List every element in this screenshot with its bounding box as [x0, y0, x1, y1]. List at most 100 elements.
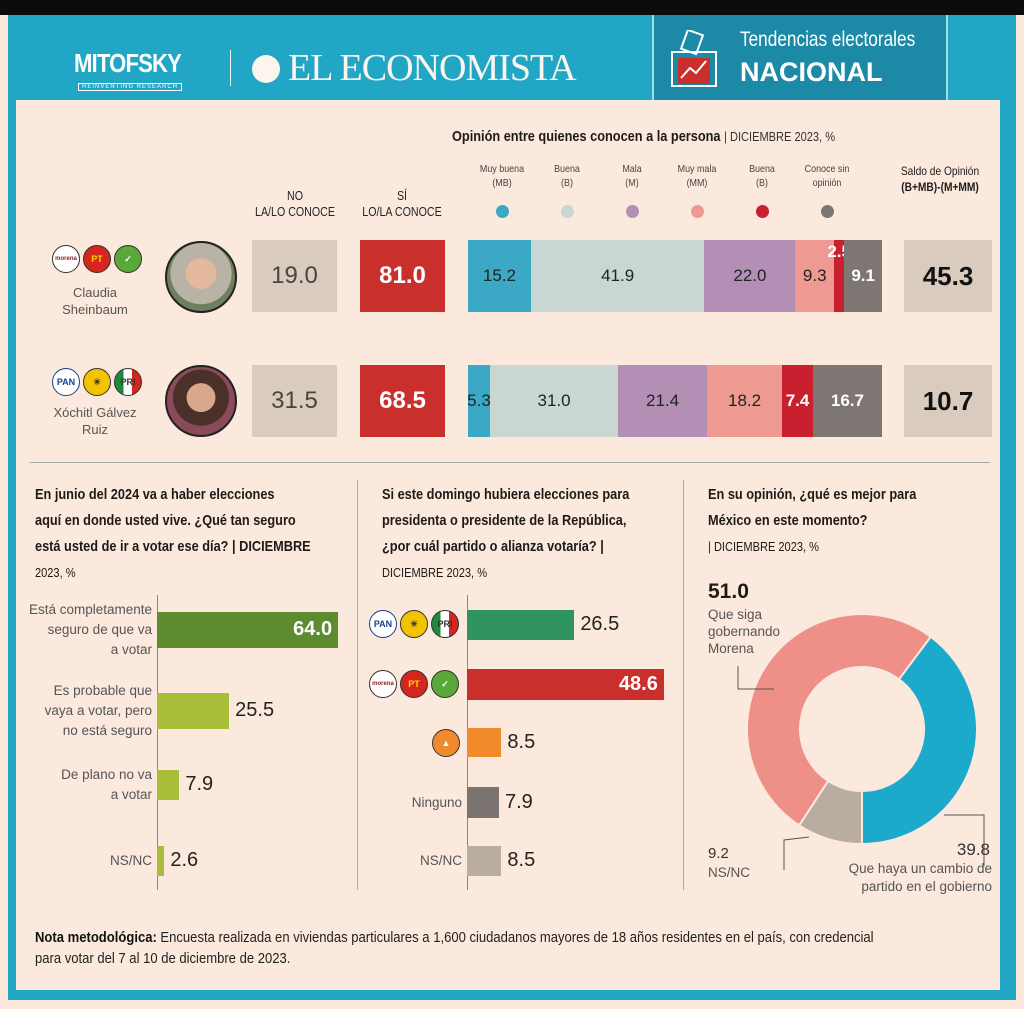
opinion-segment: 7.4: [782, 365, 813, 437]
candidate-photo: [165, 365, 237, 437]
q2-title-line: ¿por cuál partido o alianza votaría? |: [382, 538, 604, 555]
bar-label: Es probable que vaya a votar, pero no está…: [2, 681, 152, 741]
q2-title-line: DICIEMBRE 2023, %: [382, 565, 488, 580]
opinion-segment: 16.7: [812, 365, 882, 437]
ballot-box-icon: [671, 30, 717, 87]
q2-title-line: Si este domingo hubiera elecciones para: [382, 486, 630, 503]
q1-title-line: aquí en donde usted vive. ¿Qué tan segur…: [35, 512, 296, 529]
bar-value: 26.5: [580, 613, 620, 635]
candidate-name-1: Xóchitl Gálvez: [53, 405, 137, 420]
opinion-period: | DICIEMBRE 2023, %: [724, 129, 836, 144]
bar: [467, 610, 575, 640]
q2-title-line: presidenta o presidente de la República,: [382, 512, 627, 529]
legend-dot: [626, 205, 639, 218]
segment-label: 22.0: [733, 266, 767, 285]
col-header-no: NO LA/LO CONOCE: [254, 188, 336, 220]
saldo-header-2: (B+MB)-(M+MM): [901, 180, 979, 194]
party-logo-morena: morena: [369, 670, 397, 698]
segment-label: 7.4: [785, 391, 810, 410]
bar-value: 8.5: [507, 730, 536, 753]
bar-label-line: NS/NC: [109, 853, 152, 868]
bar-label-line: a votar: [110, 642, 152, 657]
party-logo-prd: ☀: [400, 610, 428, 638]
segment-label: 15.2: [482, 266, 516, 285]
opinion-segment: 15.2: [468, 240, 531, 312]
opinion-segment: 9.3: [795, 240, 834, 312]
legend-label: opinión: [812, 177, 842, 189]
opinion-segment: 31.0: [489, 365, 619, 437]
legend-label: Buena: [749, 163, 775, 175]
party-logo-mc: ▲: [432, 729, 460, 757]
legend-dot: [756, 205, 769, 218]
legend-item: Buena (B): [732, 162, 792, 190]
el-economista-icon: [252, 55, 280, 83]
saldo-value: 10.7: [904, 365, 992, 437]
legend-label: (M): [625, 177, 639, 189]
party-logo-pvem: ✓: [114, 245, 142, 273]
opinion-title: Opinión entre quienes conocen a la perso…: [452, 128, 835, 145]
opinion-segment: 41.9: [530, 240, 705, 312]
party-logo-pan: PAN: [52, 368, 80, 396]
party-logo-prd: ☀: [83, 368, 111, 396]
saldo-header-1: Saldo de Opinión: [900, 164, 980, 178]
bar: [467, 846, 502, 876]
bar-label-line: vaya a votar, pero: [44, 703, 152, 718]
legend-item: Mala (M): [602, 162, 662, 190]
leader-line: [944, 814, 985, 866]
legend-label: Muy mala: [677, 163, 717, 175]
bar-label-line: seguro de que va: [47, 622, 152, 637]
q1-title: En junio del 2024 va a haber elecciones …: [35, 482, 359, 586]
candidate-name-2: Sheinbaum: [62, 302, 128, 317]
segment-label: 41.9: [601, 266, 635, 285]
q1-title-line: En junio del 2024 va a haber elecciones: [35, 486, 275, 503]
legend-dot: [561, 205, 574, 218]
si-conoce-value: 81.0: [360, 240, 445, 312]
saldo-header: Saldo de Opinión (B+MB)-(M+MM): [889, 163, 991, 195]
col-header-no-1: NO: [287, 188, 303, 203]
donut-label: NS/NC: [708, 865, 751, 880]
bar: [157, 612, 339, 648]
opinion-segment: 18.2: [706, 365, 783, 437]
legend-label: Conoce sin: [804, 163, 850, 175]
party-logo-morena: morena: [52, 245, 80, 273]
party-logo-pri: PRI: [114, 368, 142, 396]
q3-title-line: En su opinión, ¿qué es mejor para: [708, 486, 917, 503]
legend-label: (MM): [686, 177, 708, 189]
bar-label-line: Ninguno: [411, 794, 462, 810]
bar-label-line: Es probable que: [53, 683, 152, 698]
bar-label-line: a votar: [110, 787, 152, 802]
candidate-photo: [165, 241, 237, 313]
bar-label: Está completamente seguro de que va a vota…: [2, 600, 152, 660]
bar-label-line: no está seguro: [62, 723, 152, 738]
bar: [157, 693, 230, 729]
opinion-segment: 2.5: [827, 240, 851, 312]
legend-dot: [496, 205, 509, 218]
col-header-si: SÍ LO/LA CONOCE: [361, 188, 443, 220]
segment-label: 5.3: [467, 391, 491, 410]
bar-label-line: De plano no va: [61, 767, 152, 782]
legend-label: Muy buena: [479, 163, 525, 175]
q1-title-line: 2023, %: [35, 565, 76, 580]
segment-label: 18.2: [728, 391, 762, 410]
mitofsky-tagline: REINVENTING RESEARCH: [78, 83, 183, 91]
q1-axis: [157, 595, 158, 890]
q3-title-line: México en este momento?: [708, 512, 868, 529]
bar-value: 2.6: [170, 849, 199, 871]
leader-line: [783, 836, 810, 870]
bar-value: 8.5: [507, 849, 536, 871]
segment-label: 31.0: [537, 391, 571, 410]
bar-value: 64.0: [293, 618, 333, 640]
legend-item: Conoce sin opinión: [797, 162, 857, 190]
q2-title: Si este domingo hubiera elecciones para …: [382, 482, 673, 586]
bar-label: Ninguno: [312, 793, 462, 813]
bar-label: De plano no va a votar: [2, 765, 152, 805]
legend-item: Muy buena (MB): [472, 162, 532, 190]
legend-item: Buena (B): [537, 162, 597, 190]
bar-label: NS/NC: [312, 851, 462, 871]
donut-slice: [861, 635, 978, 846]
bar: [467, 669, 664, 700]
header-divider: [230, 50, 231, 86]
legend-item: Muy mala (MM): [667, 162, 727, 190]
saldo-value: 45.3: [904, 240, 992, 312]
col-header-si-2: LO/LA CONOCE: [362, 204, 442, 219]
